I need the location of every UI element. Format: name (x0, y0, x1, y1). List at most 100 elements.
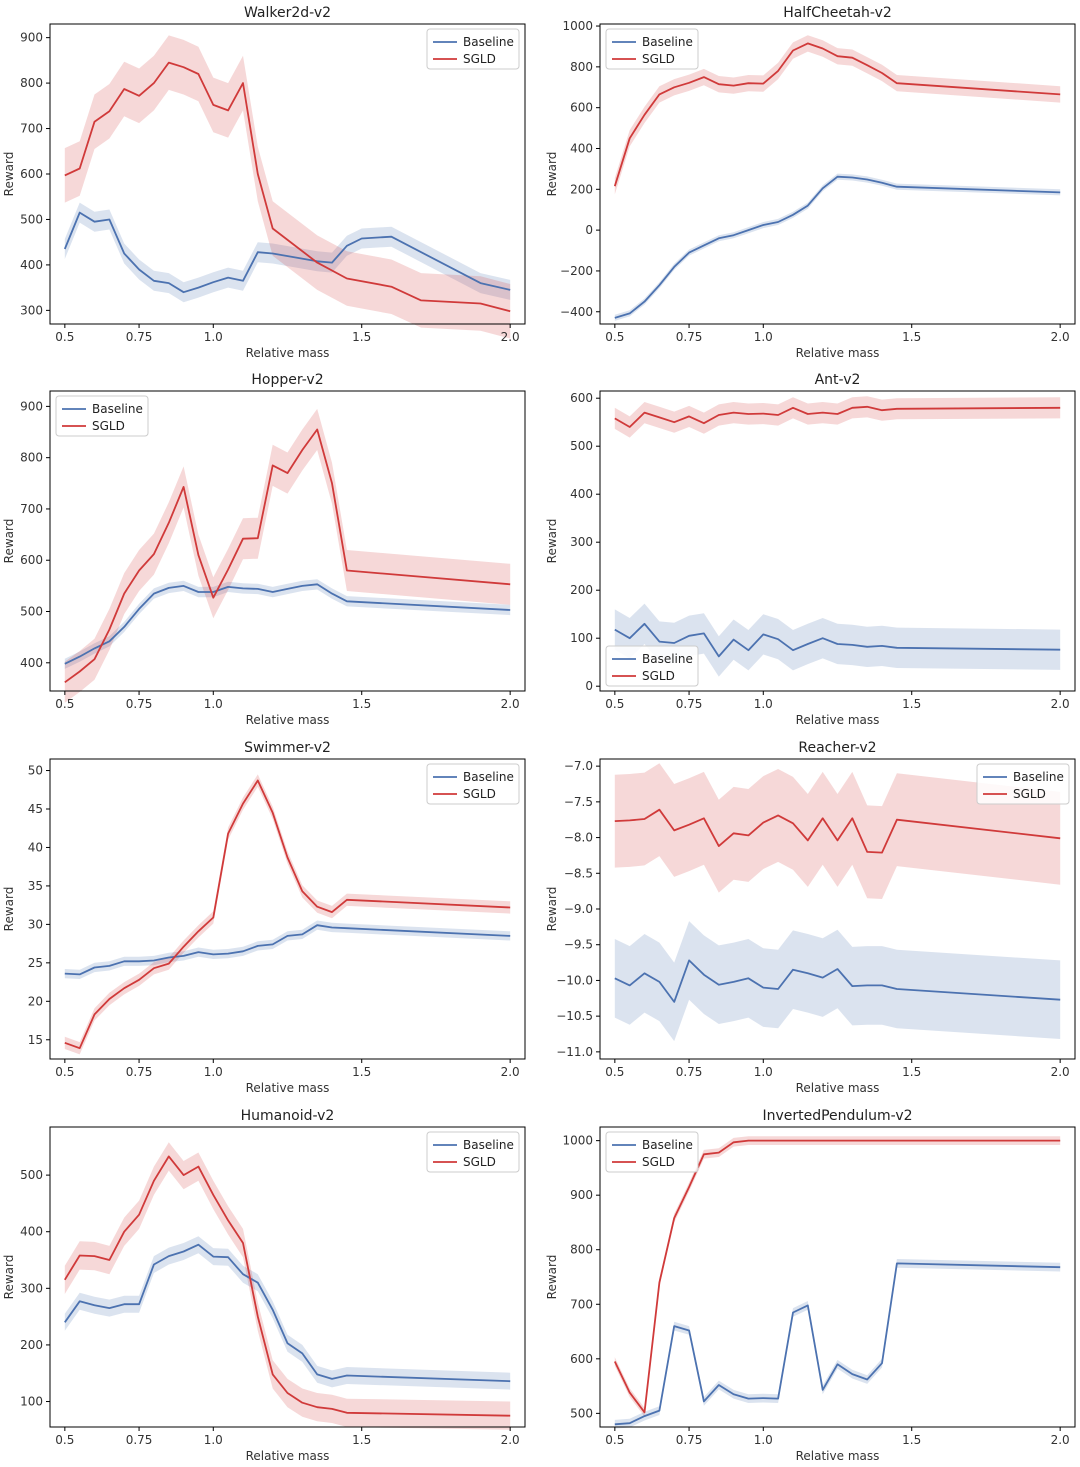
band-sgld (64, 1142, 511, 1430)
x-tick-label: 1.5 (352, 1065, 371, 1079)
chart-title: Ant-v2 (815, 372, 861, 388)
series-line-baseline (614, 622, 1061, 658)
x-tick-label: 0.5 (605, 697, 624, 711)
y-tick-label: 500 (570, 1406, 593, 1420)
x-tick-label: 1.0 (204, 330, 223, 344)
series-line-baseline (614, 959, 1061, 1003)
x-tick-label: 0.5 (55, 697, 74, 711)
y-tick-label: 900 (20, 31, 43, 45)
series-line-sgld (614, 808, 1061, 854)
legend-label-sgld: SGLD (642, 1155, 675, 1169)
axes-frame (599, 390, 1076, 692)
legend: Baseline SGLD (426, 28, 520, 70)
y-tick-label: −10.5 (556, 1009, 593, 1023)
band-baseline (64, 202, 511, 303)
legend: Baseline SGLD (605, 645, 699, 687)
band-baseline (64, 920, 511, 979)
legend: Baseline SGLD (605, 28, 699, 70)
chart-hopper-v2: Hopper-v2 0.5 0.75 1.0 1.5 2.0 400 500 600 700 800… (2, 372, 526, 727)
y-tick-label: 800 (570, 1243, 593, 1257)
x-axis-label: Relative mass (796, 713, 880, 727)
band-baseline (614, 1259, 1061, 1429)
band-baseline (614, 921, 1061, 1042)
y-tick-label: 200 (570, 583, 593, 597)
series-line-baseline (64, 924, 511, 976)
x-tick-label: 0.75 (676, 697, 703, 711)
x-tick-label: 0.75 (126, 697, 153, 711)
series-line-sgld (64, 1155, 511, 1417)
x-tick-label: 1.5 (902, 330, 921, 344)
y-axis-label: Reward (545, 519, 559, 564)
y-tick-label: −11.0 (556, 1045, 593, 1059)
chart-ant-v2: Ant-v2 0.5 0.75 1.0 1.5 2.0 0 100 200 300 400 500 60… (545, 372, 1076, 727)
x-tick-label: 2.0 (1051, 1065, 1070, 1079)
y-tick-label: 400 (570, 141, 593, 155)
y-tick-label: 35 (28, 879, 43, 893)
x-tick-label: 1.0 (754, 1433, 773, 1447)
legend-label-sgld: SGLD (463, 1155, 496, 1169)
y-tick-label: −400 (560, 305, 593, 319)
y-tick-label: 300 (570, 535, 593, 549)
x-tick-label: 0.5 (55, 1065, 74, 1079)
chart-walker2d-v2: Walker2d-v2 0.5 0.75 1.0 1.5 2.0 300 400 500 600 7… (2, 5, 526, 360)
y-tick-label: 500 (20, 1168, 43, 1182)
legend-label-baseline: Baseline (92, 402, 143, 416)
y-tick-label: 900 (20, 399, 43, 413)
x-axis-label: Relative mass (796, 1449, 880, 1463)
y-tick-label: −9.0 (564, 902, 593, 916)
y-tick-label: 1000 (562, 19, 593, 33)
x-tick-label: 1.0 (754, 1065, 773, 1079)
series-line-baseline (63, 211, 511, 294)
y-tick-label: 700 (20, 502, 43, 516)
x-tick-label: 1.5 (902, 1433, 921, 1447)
legend-label-baseline: Baseline (463, 35, 514, 49)
legend-label-baseline: Baseline (463, 1138, 514, 1152)
x-axis-label: Relative mass (246, 713, 330, 727)
y-tick-label: −7.5 (564, 795, 593, 809)
y-axis-label: Reward (545, 152, 559, 197)
band-sgld (64, 774, 511, 1055)
x-tick-label: 1.0 (204, 1433, 223, 1447)
chart-title: Humanoid-v2 (241, 1108, 335, 1124)
x-tick-label: 0.75 (676, 1065, 703, 1079)
chart-swimmer-v2: Swimmer-v2 0.5 0.75 1.0 1.5 2.0 15 20 25 30 35 40 45… (2, 740, 526, 1095)
legend-label-sgld: SGLD (642, 669, 675, 683)
x-tick-label: 0.75 (126, 1065, 153, 1079)
legend-label-baseline: Baseline (642, 1138, 693, 1152)
x-axis-label: Relative mass (246, 1449, 330, 1463)
y-tick-label: 800 (20, 76, 43, 90)
x-tick-label: 1.0 (204, 1065, 223, 1079)
x-tick-label: 0.5 (605, 1433, 624, 1447)
band-sgld (64, 408, 511, 703)
legend-label-baseline: Baseline (463, 770, 514, 784)
legend: Baseline SGLD (426, 763, 520, 805)
chart-halfcheetah-v2: HalfCheetah-v2 0.5 0.75 1.0 1.5 2.0 −400 −200 0 2… (545, 5, 1076, 360)
y-tick-label: −8.0 (564, 831, 593, 845)
chart-invertedpendulum-v2: InvertedPendulum-v2 0.5 0.75 1.0 1.5 2.0 500 60… (545, 1108, 1076, 1463)
y-tick-label: 400 (20, 1225, 43, 1239)
chart-title: InvertedPendulum-v2 (762, 1108, 912, 1124)
chart-title: Walker2d-v2 (244, 5, 331, 21)
legend-label-sgld: SGLD (92, 419, 125, 433)
y-tick-label: 100 (20, 1395, 43, 1409)
chart-humanoid-v2: Humanoid-v2 0.5 0.75 1.0 1.5 2.0 100 200 300 400 5… (2, 1108, 526, 1463)
y-tick-label: 45 (28, 802, 43, 816)
y-tick-label: 15 (28, 1033, 43, 1047)
x-tick-label: 0.75 (676, 1433, 703, 1447)
y-tick-label: 40 (28, 840, 43, 854)
band-baseline (64, 1236, 511, 1390)
axes-frame (599, 1126, 1076, 1428)
band-baseline (64, 579, 511, 669)
y-tick-label: 500 (570, 439, 593, 453)
y-tick-label: −10.0 (556, 973, 593, 987)
x-tick-label: 2.0 (1051, 697, 1070, 711)
legend-label-sgld: SGLD (463, 52, 496, 66)
x-tick-label: 0.5 (55, 330, 74, 344)
axes-frame (49, 1126, 526, 1428)
series-line-baseline (64, 583, 511, 665)
y-tick-label: 800 (20, 451, 43, 465)
x-tick-label: 0.75 (126, 330, 153, 344)
y-tick-label: 600 (570, 391, 593, 405)
x-tick-label: 1.5 (902, 1065, 921, 1079)
